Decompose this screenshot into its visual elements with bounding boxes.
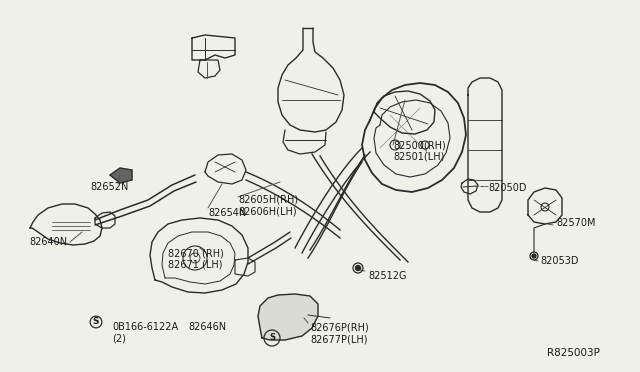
Text: 82500(RH)
82501(LH): 82500(RH) 82501(LH): [393, 140, 445, 161]
Text: 82640N: 82640N: [30, 237, 68, 247]
Circle shape: [532, 254, 536, 258]
Text: 82053D: 82053D: [540, 256, 579, 266]
Text: 82654N: 82654N: [208, 208, 246, 218]
Text: 82646N: 82646N: [188, 322, 226, 332]
Text: 82670 (RH)
82671 (LH): 82670 (RH) 82671 (LH): [168, 248, 224, 270]
Circle shape: [355, 266, 360, 270]
Text: 82652N: 82652N: [91, 182, 129, 192]
Text: 82050D: 82050D: [488, 183, 527, 193]
Polygon shape: [258, 294, 318, 340]
Polygon shape: [110, 168, 132, 183]
Text: S: S: [93, 317, 99, 327]
Text: 82605H(RH)
82606H(LH): 82605H(RH) 82606H(LH): [238, 195, 298, 217]
Text: 82512G: 82512G: [368, 271, 406, 281]
Text: 82676P(RH)
82677P(LH): 82676P(RH) 82677P(LH): [310, 323, 369, 344]
Text: S: S: [269, 334, 275, 343]
Text: 0B166-6122A
(2): 0B166-6122A (2): [112, 322, 178, 344]
Text: 82570M: 82570M: [556, 218, 595, 228]
Text: R825003P: R825003P: [547, 348, 600, 358]
